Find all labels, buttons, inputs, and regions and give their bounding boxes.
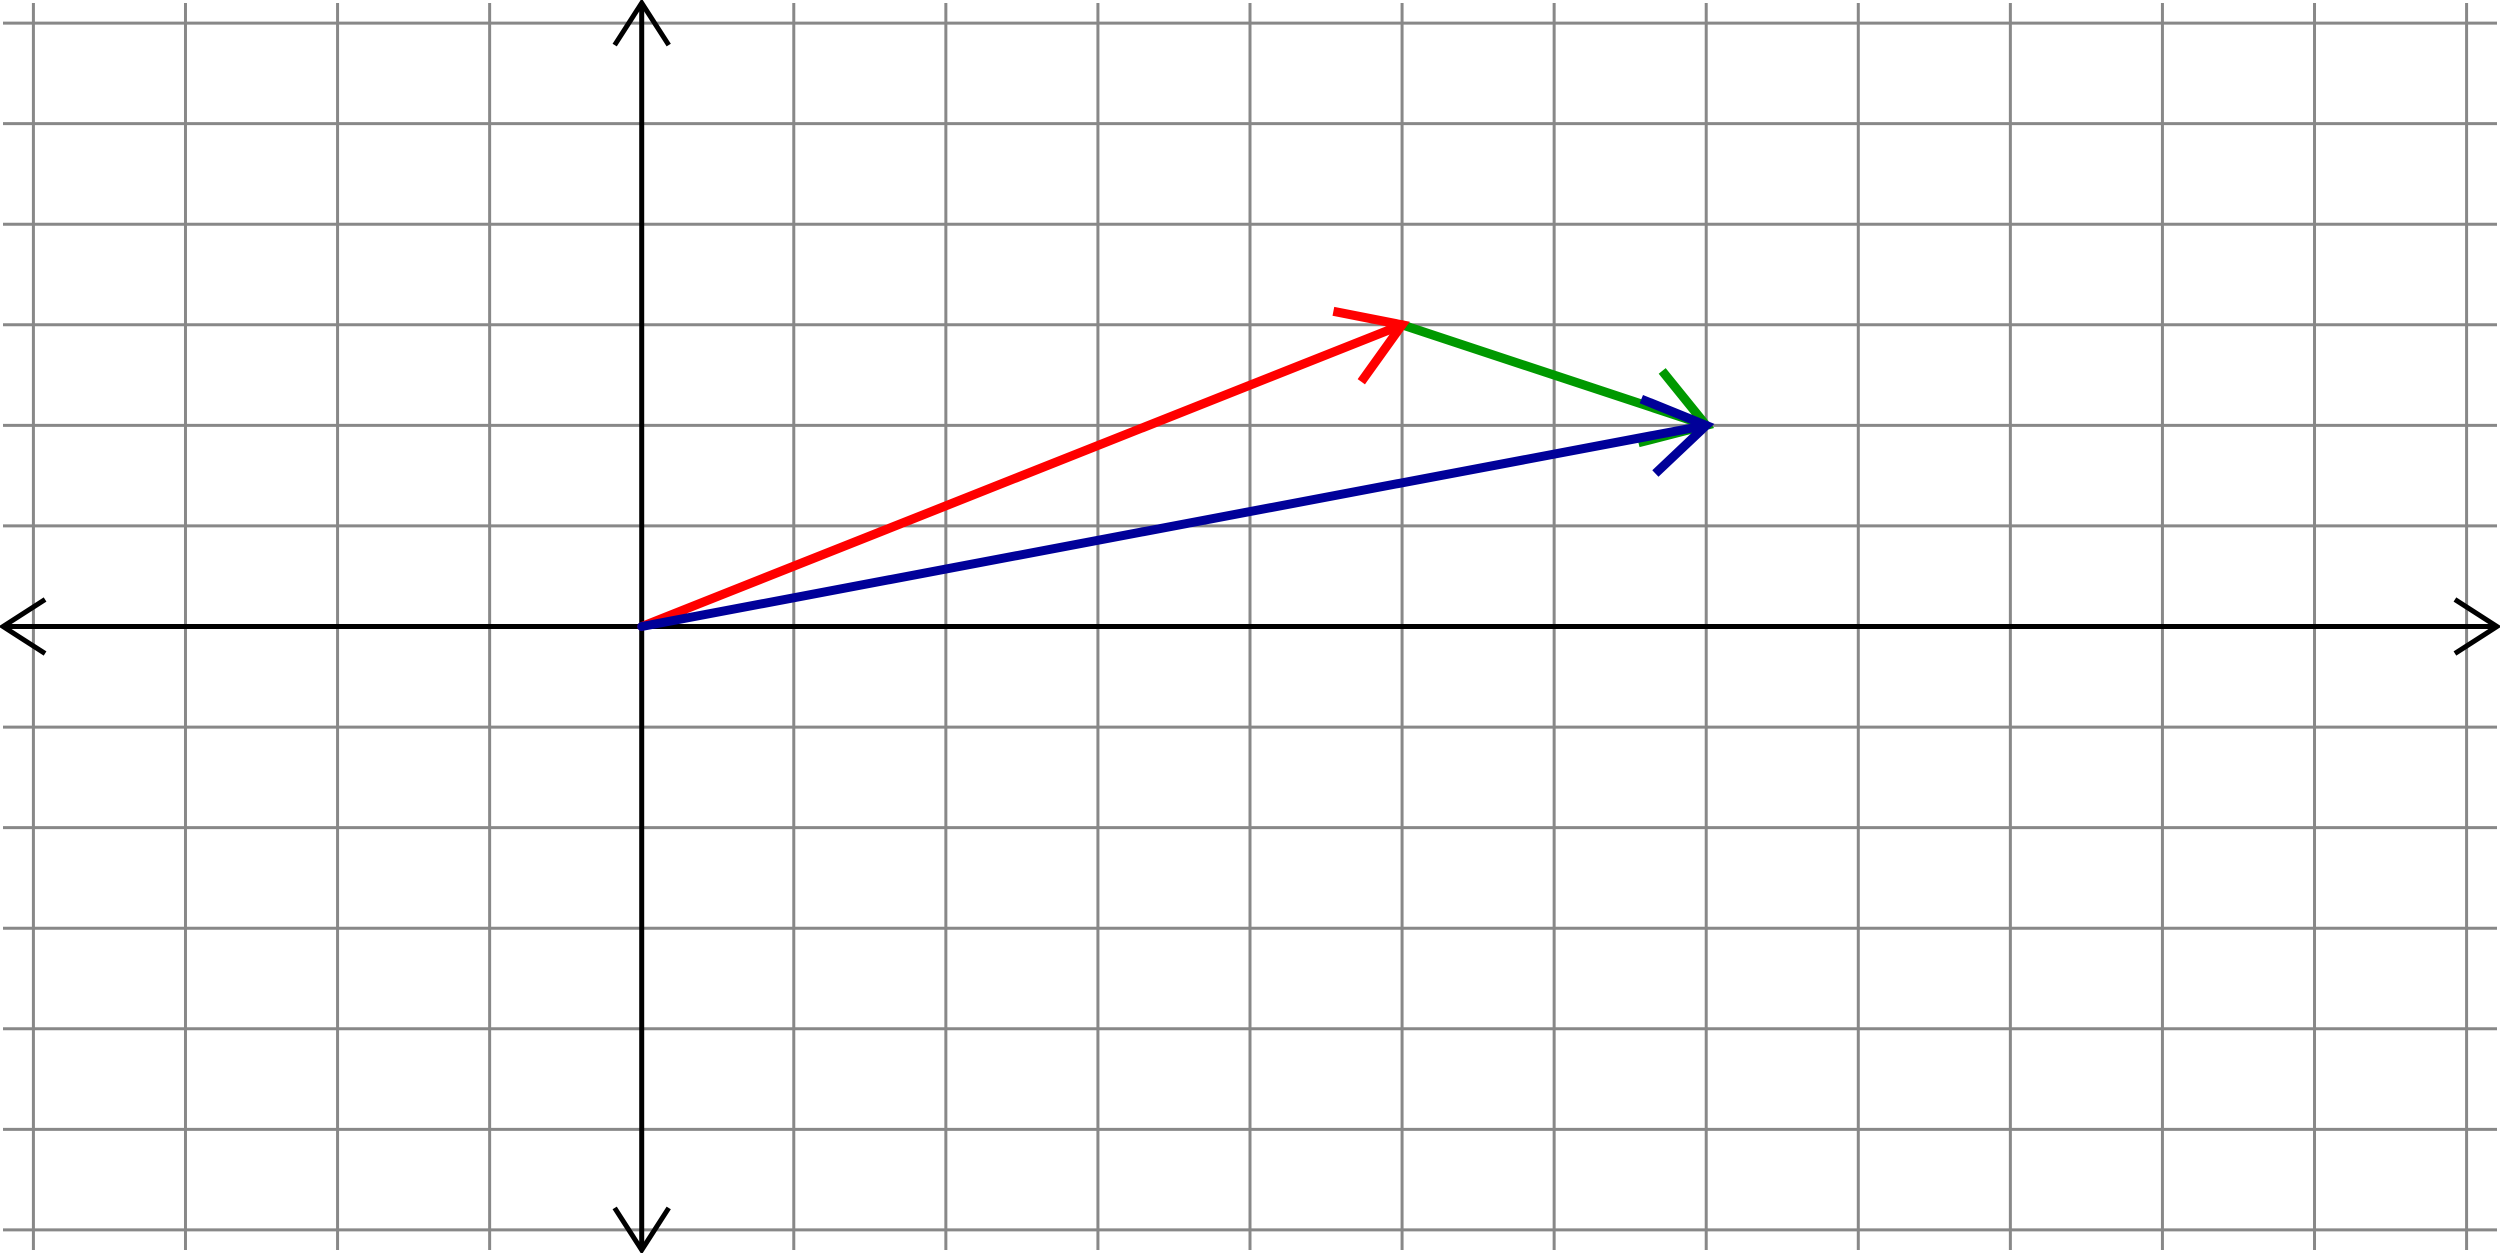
axis-arrowhead	[0, 597, 47, 656]
axis-arrowhead	[612, 0, 671, 47]
axis-arrowhead	[2453, 597, 2500, 656]
vector	[637, 420, 1711, 631]
axis-arrowhead	[612, 1206, 671, 1253]
vector-arrowhead	[1639, 394, 1715, 477]
vector	[637, 320, 1407, 631]
vector-arrowhead	[1332, 306, 1410, 385]
